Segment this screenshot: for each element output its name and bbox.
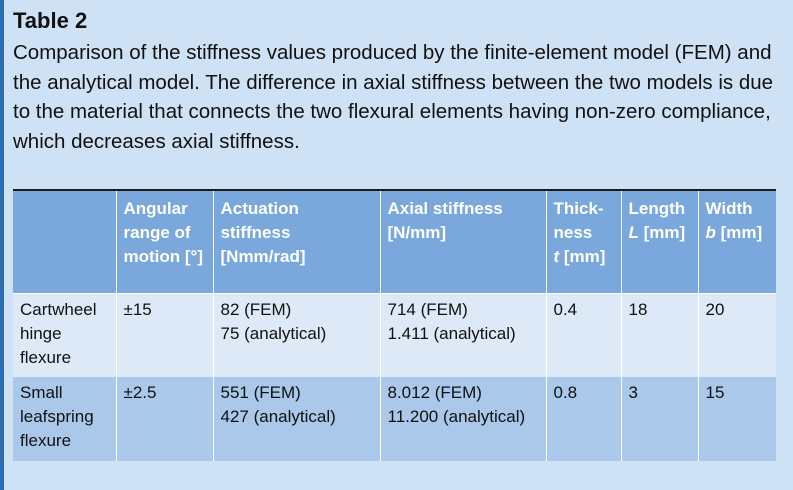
table-label: Table 2 — [13, 8, 88, 33]
header-width: Width b [mm] — [697, 189, 776, 293]
table-row: Small leafspring flexure ±2.5 551 (FEM) … — [13, 377, 776, 461]
stiffness-table: Angular range of motion [°] Actuation st… — [13, 189, 776, 461]
header-thickness: Thick- ness t [mm] — [545, 189, 621, 293]
header-row: Angular range of motion [°] Actuation st… — [13, 189, 776, 293]
cell-angular: ±15 — [115, 292, 213, 377]
header-blank — [13, 189, 116, 293]
header-angular-range: Angular range of motion [°] — [115, 189, 213, 293]
cell-thickness: 0.8 — [545, 377, 621, 461]
header-length: Length L [mm] — [620, 189, 698, 293]
cell-axial: 8.012 (FEM) 11.200 (analytical) — [379, 377, 546, 461]
cell-angular: ±2.5 — [115, 377, 213, 461]
table-row: Cartwheel hinge flexure ±15 82 (FEM) 75 … — [13, 292, 776, 377]
cell-width: 15 — [697, 377, 776, 461]
cell-axial: 714 (FEM) 1.411 (analytical) — [379, 292, 546, 377]
row-name: Cartwheel hinge flexure — [13, 292, 116, 377]
cell-actuation: 82 (FEM) 75 (analytical) — [212, 292, 380, 377]
header-actuation-stiffness: Actuation stiffness [Nmm/rad] — [212, 189, 380, 293]
row-name: Small leafspring flexure — [13, 377, 116, 461]
cell-thickness: 0.4 — [545, 292, 621, 377]
left-accent-rule — [0, 0, 4, 490]
data-table-container: Angular range of motion [°] Actuation st… — [13, 189, 776, 461]
caption-text: Comparison of the stiffness values produ… — [13, 41, 774, 153]
table-caption: Table 2 Comparison of the stiffness valu… — [13, 6, 783, 156]
header-axial-stiffness: Axial stiffness [N/mm] — [379, 189, 546, 293]
cell-width: 20 — [697, 292, 776, 377]
cell-actuation: 551 (FEM) 427 (analytical) — [212, 377, 380, 461]
cell-length: 18 — [620, 292, 698, 377]
cell-length: 3 — [620, 377, 698, 461]
